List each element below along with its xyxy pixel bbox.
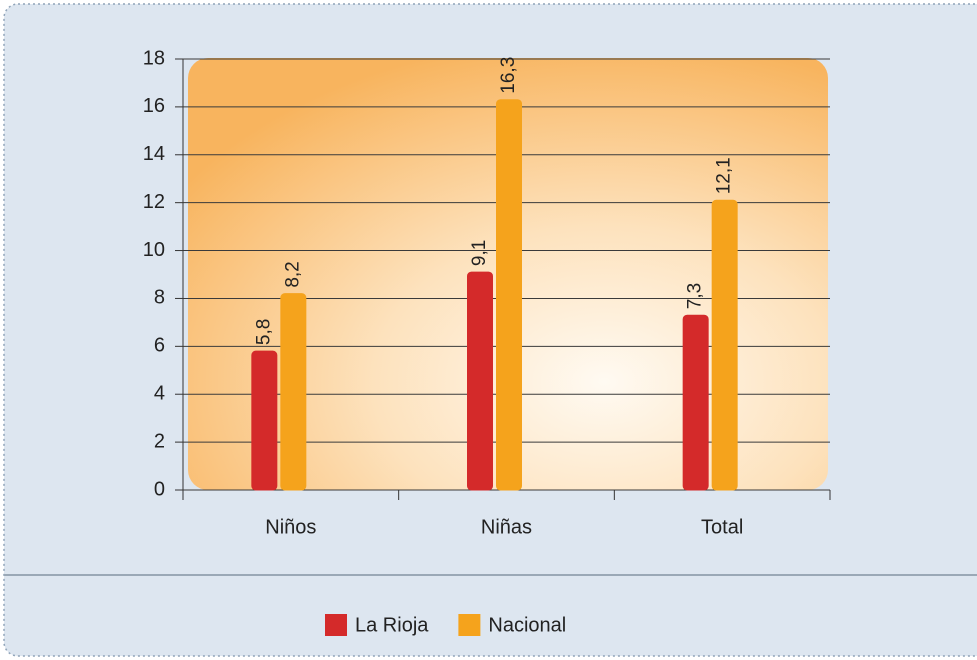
y-tick-label: 0 <box>154 478 165 500</box>
y-tick-label: 14 <box>143 143 165 165</box>
bar <box>280 293 307 491</box>
y-tick-label: 16 <box>143 95 165 117</box>
y-tick-label: 12 <box>143 191 165 213</box>
value-label: 7,3 <box>685 283 706 309</box>
value-label: 12,1 <box>714 157 735 194</box>
value-label: 9,1 <box>469 240 490 266</box>
bar <box>496 99 522 491</box>
bar <box>711 199 738 491</box>
bar <box>682 314 709 491</box>
bar <box>251 350 278 491</box>
x-tick-label: Total <box>701 516 743 538</box>
legend-swatch <box>458 614 481 636</box>
y-tick-label: 2 <box>154 430 165 452</box>
legend-swatch <box>325 614 347 636</box>
y-tick-label: 18 <box>143 47 165 69</box>
value-label: 5,8 <box>253 319 274 345</box>
x-tick-label: Niñas <box>481 516 532 538</box>
x-tick-label: Niños <box>265 516 316 538</box>
value-label: 8,2 <box>282 261 303 287</box>
y-tick-label: 4 <box>154 383 165 405</box>
value-label: 16,3 <box>498 57 519 94</box>
bar <box>467 271 493 491</box>
y-tick-label: 10 <box>143 239 165 261</box>
y-tick-label: 6 <box>154 335 165 357</box>
y-tick-label: 8 <box>154 287 165 309</box>
legend-label: La Rioja <box>355 614 429 636</box>
legend-label: Nacional <box>488 614 566 636</box>
